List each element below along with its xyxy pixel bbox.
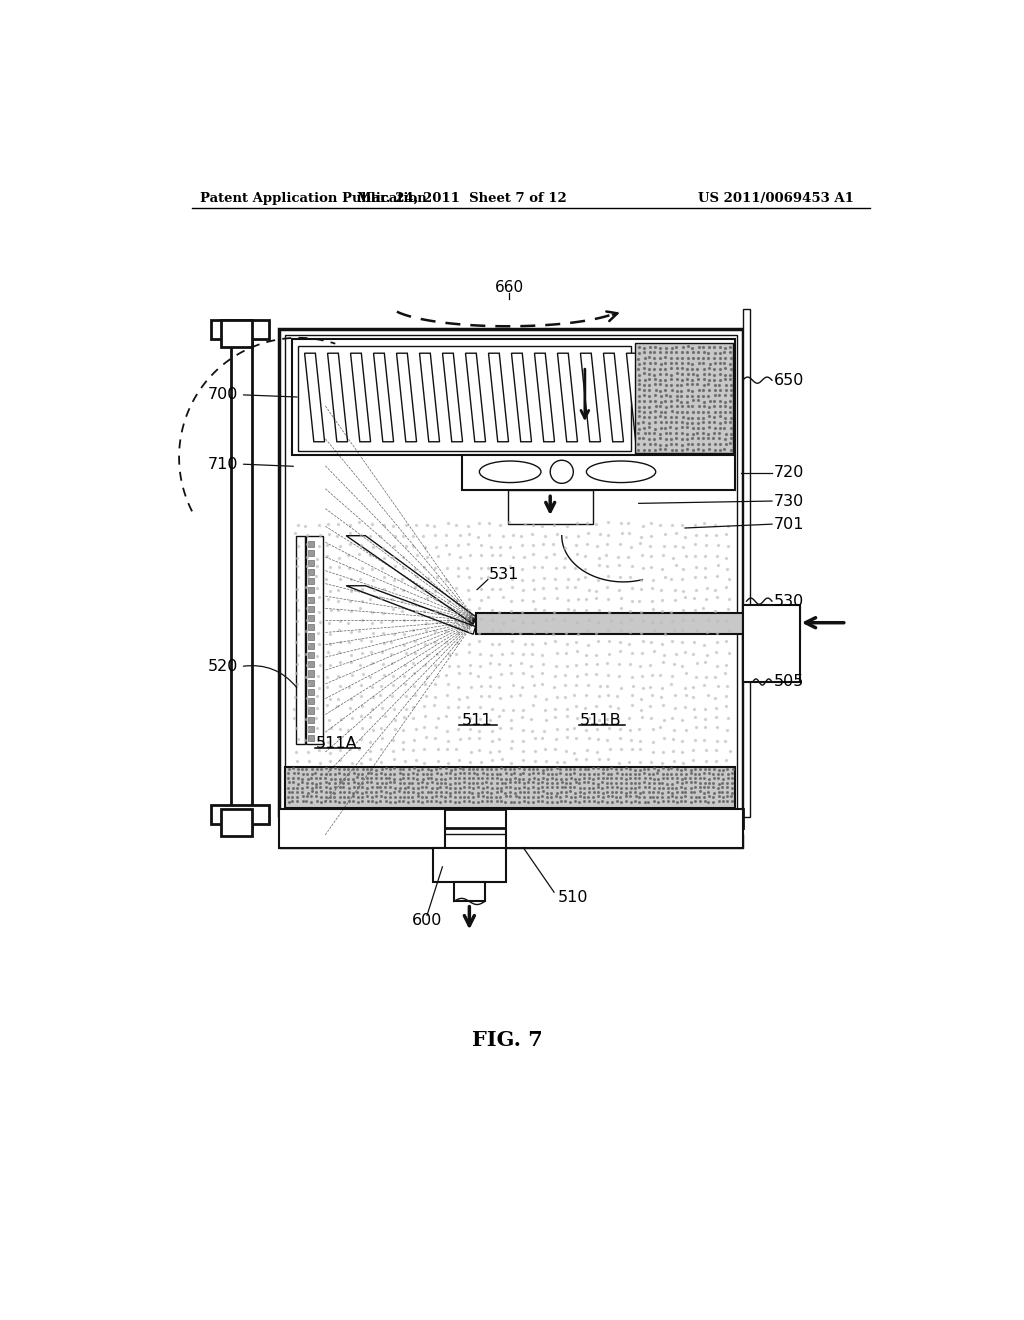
Bar — [307, 541, 313, 548]
Polygon shape — [581, 354, 600, 442]
Bar — [307, 735, 313, 742]
Bar — [307, 578, 313, 585]
Bar — [454, 882, 484, 902]
Polygon shape — [374, 354, 393, 442]
Bar — [211, 805, 269, 825]
Bar — [307, 634, 313, 640]
Polygon shape — [557, 354, 578, 442]
Bar — [307, 689, 313, 696]
Bar — [475, 612, 742, 635]
Text: Patent Application Publication: Patent Application Publication — [200, 191, 427, 205]
Text: 510: 510 — [558, 890, 589, 906]
Bar — [230, 321, 252, 829]
Bar — [508, 490, 593, 524]
Bar — [635, 343, 733, 453]
Bar — [307, 698, 313, 705]
Bar — [307, 708, 313, 714]
Bar — [506, 809, 742, 847]
Polygon shape — [627, 354, 646, 442]
Bar — [221, 321, 252, 347]
Polygon shape — [535, 354, 555, 442]
Text: FIG. 7: FIG. 7 — [472, 1030, 544, 1049]
Bar — [280, 330, 742, 816]
Polygon shape — [304, 354, 325, 442]
Bar — [742, 309, 751, 817]
Bar — [221, 809, 252, 836]
Polygon shape — [396, 354, 417, 442]
Bar — [306, 536, 323, 743]
Text: 505: 505 — [773, 675, 804, 689]
Bar — [307, 615, 313, 622]
Ellipse shape — [587, 461, 655, 483]
Text: 720: 720 — [773, 465, 804, 480]
Bar — [307, 661, 313, 668]
Ellipse shape — [479, 461, 541, 483]
Bar — [296, 536, 305, 743]
Bar — [742, 605, 801, 682]
Bar — [307, 560, 313, 566]
Text: 520: 520 — [208, 659, 239, 675]
Text: 511: 511 — [462, 713, 493, 729]
Text: 511A: 511A — [316, 737, 357, 751]
Polygon shape — [512, 354, 531, 442]
Bar — [307, 624, 313, 631]
Bar — [307, 726, 313, 733]
Bar — [307, 550, 313, 557]
Text: Mar. 24, 2011  Sheet 7 of 12: Mar. 24, 2011 Sheet 7 of 12 — [356, 191, 566, 205]
Bar — [307, 569, 313, 576]
Bar — [307, 680, 313, 686]
Polygon shape — [420, 354, 439, 442]
Text: 660: 660 — [495, 280, 524, 296]
Bar — [211, 321, 269, 339]
Bar — [292, 339, 735, 455]
Polygon shape — [346, 536, 475, 624]
Text: 730: 730 — [773, 494, 804, 508]
Text: 600: 600 — [412, 913, 442, 928]
Bar — [742, 607, 801, 640]
Bar — [307, 671, 313, 677]
Bar — [280, 809, 444, 847]
Text: US 2011/0069453 A1: US 2011/0069453 A1 — [698, 191, 854, 205]
Bar — [307, 643, 313, 649]
Circle shape — [550, 461, 573, 483]
Polygon shape — [488, 354, 509, 442]
Polygon shape — [328, 354, 347, 442]
Bar — [307, 652, 313, 659]
Bar — [307, 587, 313, 594]
Bar — [285, 767, 735, 808]
Text: 710: 710 — [208, 457, 239, 471]
Text: 530: 530 — [773, 594, 804, 609]
Bar — [433, 847, 506, 882]
Bar — [298, 346, 631, 451]
Bar — [307, 717, 313, 723]
Polygon shape — [350, 354, 371, 442]
Bar — [307, 606, 313, 612]
Text: 701: 701 — [773, 516, 804, 532]
Polygon shape — [442, 354, 463, 442]
Polygon shape — [603, 354, 624, 442]
Text: 511B: 511B — [580, 713, 622, 729]
Bar — [285, 335, 737, 810]
Polygon shape — [466, 354, 485, 442]
Bar — [280, 834, 742, 847]
Bar — [280, 809, 742, 829]
Text: 700: 700 — [208, 387, 239, 403]
Text: 650: 650 — [773, 372, 804, 388]
Bar — [307, 597, 313, 603]
Bar — [462, 455, 735, 490]
Polygon shape — [346, 586, 475, 635]
Text: 531: 531 — [488, 566, 519, 582]
